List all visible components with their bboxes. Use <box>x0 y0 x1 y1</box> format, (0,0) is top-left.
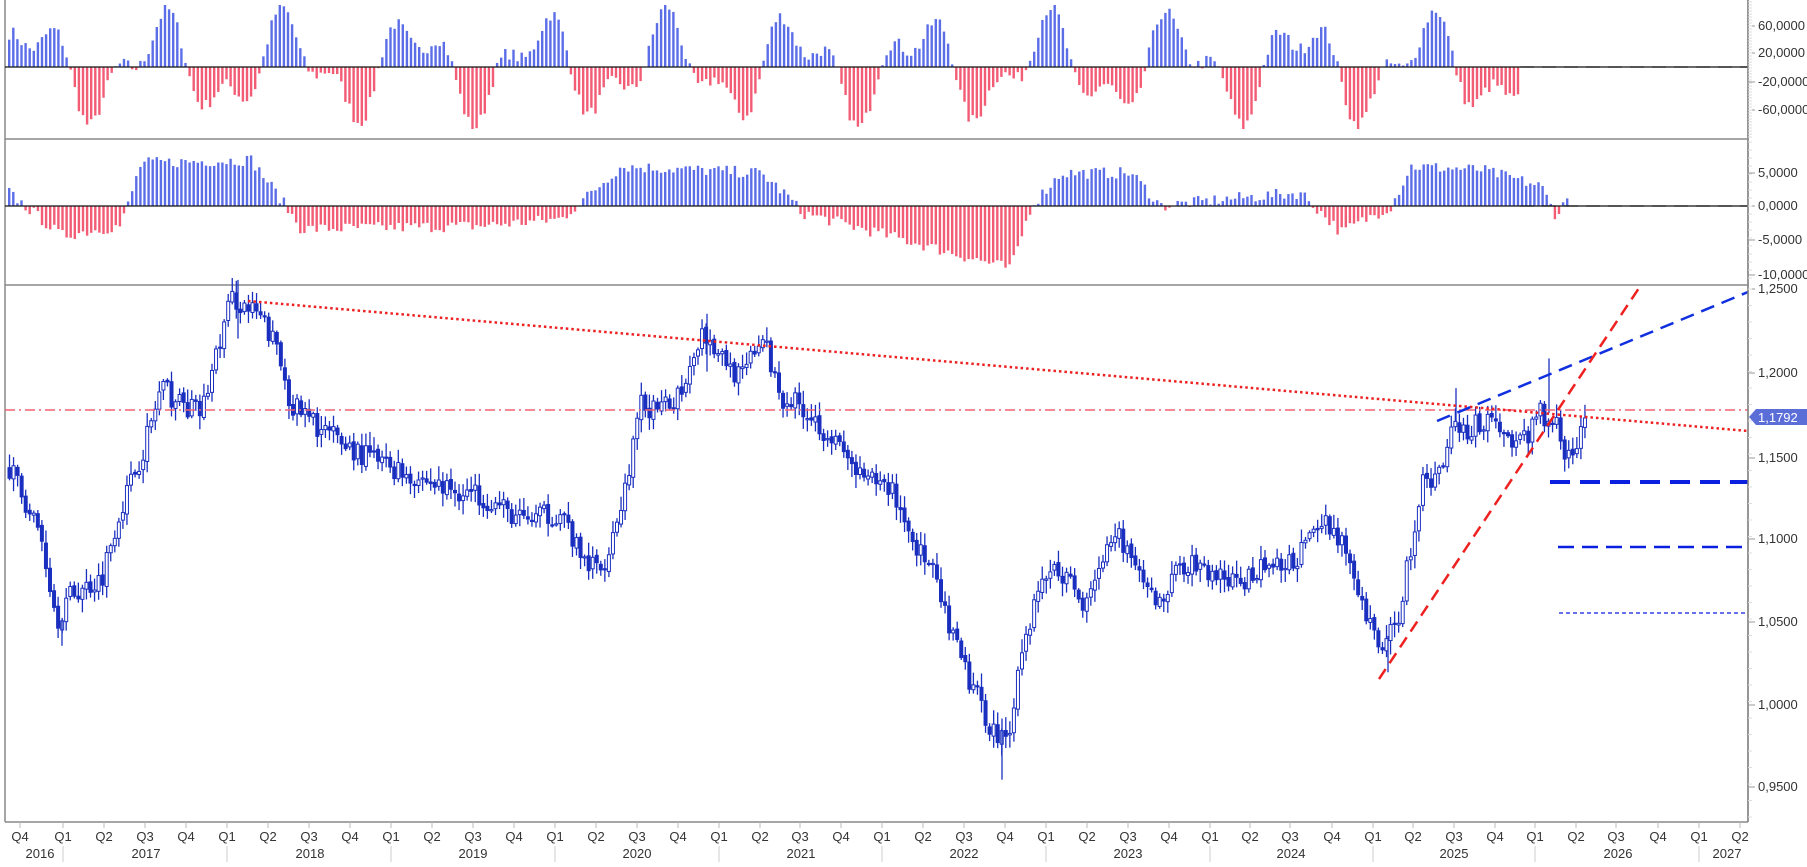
last-price-label: 1,1792 <box>1758 410 1798 425</box>
x-quarter-label: Q1 <box>1364 829 1381 844</box>
x-year-label: 2025 <box>1440 846 1469 861</box>
price-candlesticks <box>7 278 1587 780</box>
x-quarter-label: Q4 <box>1649 829 1666 844</box>
y-tick-label: 1,0500 <box>1758 614 1798 629</box>
x-quarter-label: Q4 <box>669 829 686 844</box>
x-quarter-label: Q2 <box>751 829 768 844</box>
x-quarter-label: Q1 <box>710 829 727 844</box>
x-axis: Q4 Q1 Q2 Q3 Q4 Q1 Q2 Q3 Q4 Q1 Q2 Q3 Q4 Q1 Q2 Q3 Q4 Q1 Q2 Q3… <box>11 822 1749 862</box>
x-quarter-label: Q4 <box>177 829 194 844</box>
x-quarter-label: Q2 <box>1078 829 1095 844</box>
x-quarter-label: Q1 <box>873 829 890 844</box>
rising-blue-dashed-trendline[interactable] <box>1436 290 1749 423</box>
x-quarter-label: Q3 <box>1607 829 1624 844</box>
x-quarter-label: Q2 <box>423 829 440 844</box>
oscillator-2-histogram <box>8 155 1569 268</box>
x-year-label: 2016 <box>26 846 55 861</box>
x-year-label: 2021 <box>787 846 816 861</box>
x-quarter-label: Q3 <box>1119 829 1136 844</box>
descending-dotted-trendline[interactable] <box>247 299 1749 433</box>
x-quarter-label: Q2 <box>1241 829 1258 844</box>
x-quarter-label: Q4 <box>1323 829 1340 844</box>
x-quarter-label: Q4 <box>832 829 849 844</box>
y-tick-label: 20,0000 <box>1758 45 1805 60</box>
y-tick-label: 1,2000 <box>1758 365 1798 380</box>
x-quarter-label: Q3 <box>1281 829 1298 844</box>
x-quarter-label: Q2 <box>914 829 931 844</box>
x-year-label: 2018 <box>296 846 325 861</box>
x-quarter-label: Q3 <box>1445 829 1462 844</box>
x-quarter-label: Q1 <box>54 829 71 844</box>
y-tick-label: 60,0000 <box>1758 18 1805 33</box>
x-quarter-label: Q3 <box>464 829 481 844</box>
last-price-tag: 1,1792 <box>1749 409 1807 425</box>
x-quarter-label: Q2 <box>1731 829 1748 844</box>
y-tick-label: -10,0000 <box>1758 267 1807 282</box>
y-tick-label: 0,0000 <box>1758 198 1798 213</box>
x-quarter-label: Q1 <box>382 829 399 844</box>
x-quarter-label: Q4 <box>11 829 28 844</box>
x-year-label: 2017 <box>132 846 161 861</box>
x-quarter-label: Q3 <box>955 829 972 844</box>
y-axis: 60,0000 20,0000 -20,0000 -60,0000 5,0000 0,00… <box>1747 0 1807 822</box>
x-quarter-label: Q2 <box>259 829 276 844</box>
x-quarter-label: Q1 <box>1690 829 1707 844</box>
x-year-label: 2023 <box>1114 846 1143 861</box>
x-quarter-label: Q3 <box>628 829 645 844</box>
x-year-label: 2019 <box>459 846 488 861</box>
x-quarter-label: Q4 <box>1486 829 1503 844</box>
x-quarter-label: Q1 <box>546 829 563 844</box>
x-quarter-label: Q4 <box>341 829 358 844</box>
x-year-label: 2020 <box>623 846 652 861</box>
x-year-label: 2024 <box>1277 846 1306 861</box>
x-quarter-label: Q2 <box>95 829 112 844</box>
y-tick-label: 0,9500 <box>1758 779 1798 794</box>
y-tick-label: 1,0000 <box>1758 697 1798 712</box>
y-tick-label: 1,1500 <box>1758 450 1798 465</box>
panel-frames <box>4 0 1749 823</box>
y-tick-label: 5,0000 <box>1758 165 1798 180</box>
y-tick-label: -5,0000 <box>1758 232 1802 247</box>
y-tick-label: 1,2500 <box>1758 281 1798 296</box>
x-quarter-label: Q1 <box>1526 829 1543 844</box>
x-quarter-label: Q3 <box>300 829 317 844</box>
x-quarter-label: Q4 <box>505 829 522 844</box>
y-tick-label: 1,1000 <box>1758 531 1798 546</box>
x-quarter-label: Q3 <box>136 829 153 844</box>
price-annotations <box>5 284 1749 680</box>
x-quarter-label: Q2 <box>587 829 604 844</box>
x-quarter-label: Q3 <box>791 829 808 844</box>
x-quarter-label: Q1 <box>1037 829 1054 844</box>
oscillator-1-histogram <box>8 5 1520 129</box>
y-tick-label: -20,0000 <box>1758 74 1807 89</box>
x-year-label: 2027 <box>1713 846 1742 861</box>
x-quarter-label: Q4 <box>996 829 1013 844</box>
y-tick-label: -60,0000 <box>1758 102 1807 117</box>
steep-red-dashed-trendline[interactable] <box>1377 284 1643 680</box>
x-quarter-label: Q1 <box>1201 829 1218 844</box>
x-year-label: 2022 <box>950 846 979 861</box>
x-quarter-label: Q4 <box>1160 829 1177 844</box>
x-quarter-label: Q2 <box>1404 829 1421 844</box>
x-quarter-label: Q2 <box>1567 829 1584 844</box>
x-quarter-label: Q1 <box>218 829 235 844</box>
x-year-label: 2026 <box>1604 846 1633 861</box>
